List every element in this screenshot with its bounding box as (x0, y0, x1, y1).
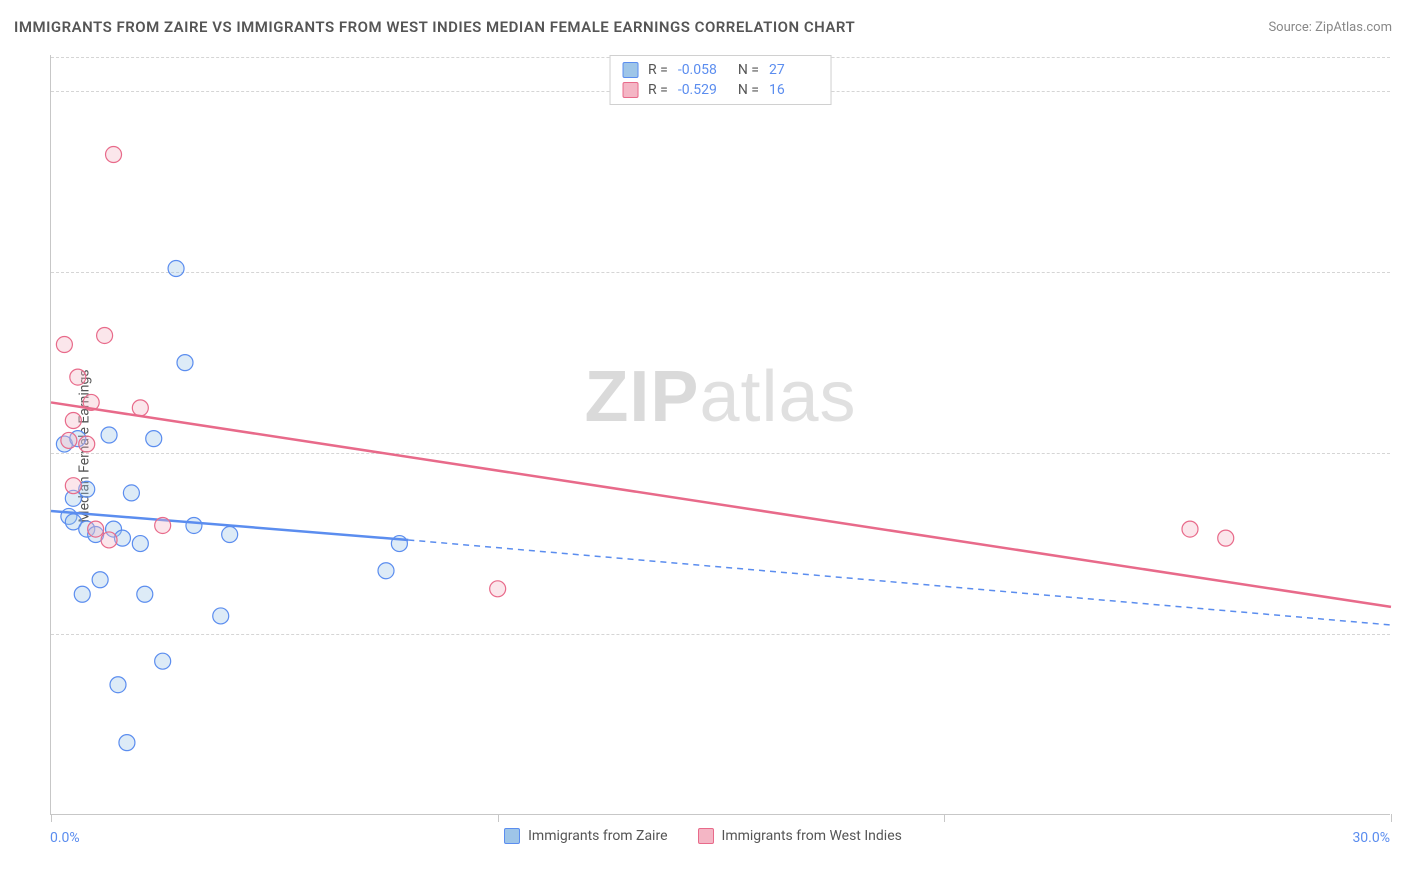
n-value: 16 (769, 82, 819, 98)
legend-row: R = -0.529 N = 16 (622, 80, 819, 100)
r-value: -0.529 (678, 82, 728, 98)
data-point (186, 517, 202, 533)
data-point (1182, 521, 1198, 537)
data-point (101, 427, 117, 443)
source-attribution: Source: ZipAtlas.com (1268, 20, 1392, 35)
data-point (168, 261, 184, 277)
data-point (132, 536, 148, 552)
trend-line-extrapolated (408, 540, 1391, 625)
data-point (177, 355, 193, 371)
legend-row: R = -0.058 N = 27 (622, 60, 819, 80)
legend-swatch (622, 62, 638, 78)
legend-item: Immigrants from Zaire (504, 828, 667, 844)
data-point (92, 572, 108, 588)
data-point (56, 337, 72, 353)
n-value: 27 (769, 62, 819, 78)
r-value: -0.058 (678, 62, 728, 78)
x-tick (51, 814, 52, 822)
chart-canvas (51, 55, 1390, 814)
x-tick (498, 814, 499, 822)
data-point (123, 485, 139, 501)
data-point (70, 369, 86, 385)
legend-label: Immigrants from Zaire (528, 828, 667, 844)
data-point (213, 608, 229, 624)
data-point (1218, 530, 1234, 546)
r-label: R = (648, 62, 668, 78)
title-bar: IMMIGRANTS FROM ZAIRE VS IMMIGRANTS FROM… (14, 18, 1392, 36)
x-tick (944, 814, 945, 822)
data-point (222, 527, 238, 543)
n-label: N = (738, 82, 759, 98)
y-tick-label: $30,000 (1395, 626, 1406, 642)
chart-title: IMMIGRANTS FROM ZAIRE VS IMMIGRANTS FROM… (14, 18, 855, 36)
legend-swatch (622, 82, 638, 98)
data-point (378, 563, 394, 579)
data-point (119, 735, 135, 751)
data-point (106, 147, 122, 163)
data-point (155, 517, 171, 533)
correlation-legend: R = -0.058 N = 27 R = -0.529 N = 16 (609, 55, 832, 105)
data-point (65, 478, 81, 494)
plot-area: $30,000$40,000$50,000$60,000 ZIPatlas R … (50, 55, 1390, 815)
r-label: R = (648, 82, 668, 98)
y-tick-label: $40,000 (1395, 445, 1406, 461)
y-tick-label: $60,000 (1395, 83, 1406, 99)
y-tick-label: $50,000 (1395, 264, 1406, 280)
data-point (61, 432, 77, 448)
data-point (490, 581, 506, 597)
data-point (137, 586, 153, 602)
legend-swatch (698, 828, 714, 844)
data-point (88, 521, 104, 537)
legend-label: Immigrants from West Indies (722, 828, 902, 844)
legend-item: Immigrants from West Indies (698, 828, 902, 844)
source-link[interactable]: ZipAtlas.com (1315, 20, 1392, 35)
x-tick (1391, 814, 1392, 822)
source-label: Source: (1268, 20, 1311, 35)
data-point (65, 413, 81, 429)
series-legend: Immigrants from Zaire Immigrants from Wes… (0, 828, 1406, 844)
n-label: N = (738, 62, 759, 78)
data-point (79, 436, 95, 452)
data-point (155, 653, 171, 669)
data-point (97, 327, 113, 343)
data-point (146, 431, 162, 447)
data-point (101, 532, 117, 548)
trend-line (51, 402, 1391, 606)
data-point (132, 400, 148, 416)
legend-swatch (504, 828, 520, 844)
data-point (110, 677, 126, 693)
data-point (74, 586, 90, 602)
